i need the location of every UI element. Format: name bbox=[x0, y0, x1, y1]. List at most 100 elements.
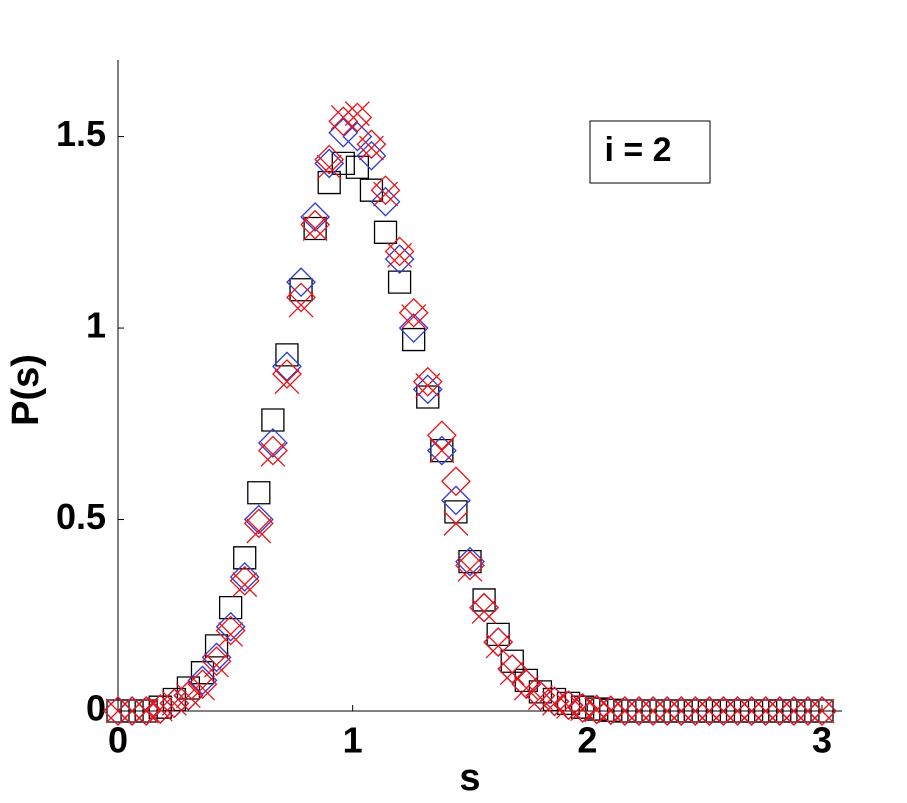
marker bbox=[412, 374, 443, 405]
marker bbox=[402, 327, 426, 352]
marker bbox=[300, 202, 331, 232]
marker bbox=[190, 675, 215, 701]
marker bbox=[373, 181, 398, 207]
marker bbox=[398, 313, 429, 343]
x-tick-label: 3 bbox=[812, 720, 832, 761]
marker bbox=[429, 438, 455, 464]
marker bbox=[218, 595, 243, 620]
marker bbox=[483, 627, 514, 657]
marker bbox=[328, 106, 359, 137]
x-tick-label: 2 bbox=[577, 720, 597, 761]
marker bbox=[485, 633, 511, 659]
marker bbox=[499, 660, 525, 686]
marker bbox=[483, 627, 514, 657]
marker bbox=[542, 687, 567, 712]
marker bbox=[286, 267, 316, 298]
marker bbox=[626, 698, 652, 724]
marker bbox=[710, 698, 736, 724]
marker bbox=[342, 121, 373, 152]
marker bbox=[257, 435, 288, 466]
marker bbox=[471, 598, 497, 624]
marker bbox=[527, 685, 553, 711]
marker bbox=[426, 435, 457, 466]
marker bbox=[455, 546, 485, 577]
marker bbox=[387, 270, 412, 294]
marker bbox=[469, 592, 499, 623]
y-tick-label: 1 bbox=[86, 305, 106, 346]
marker bbox=[457, 556, 483, 582]
marker bbox=[272, 351, 302, 382]
marker bbox=[415, 373, 441, 398]
annotation: i = 2 bbox=[604, 131, 671, 169]
marker bbox=[274, 369, 300, 395]
marker bbox=[443, 510, 469, 536]
marker bbox=[472, 588, 496, 612]
marker bbox=[232, 572, 258, 598]
marker bbox=[682, 698, 708, 724]
marker bbox=[514, 668, 538, 693]
marker bbox=[175, 683, 201, 709]
marker bbox=[809, 698, 835, 724]
marker bbox=[356, 129, 387, 160]
marker bbox=[387, 242, 413, 268]
marker bbox=[542, 690, 567, 716]
marker bbox=[654, 698, 680, 724]
annotation-box bbox=[589, 120, 711, 184]
marker bbox=[187, 665, 218, 696]
marker bbox=[416, 385, 440, 409]
marker bbox=[261, 408, 285, 432]
marker bbox=[739, 698, 765, 724]
marker bbox=[201, 642, 232, 673]
marker bbox=[314, 144, 345, 175]
x-tick-label: 0 bbox=[108, 720, 128, 761]
marker bbox=[345, 155, 370, 179]
marker bbox=[444, 500, 468, 524]
marker bbox=[233, 546, 257, 570]
marker bbox=[668, 698, 694, 724]
marker bbox=[358, 135, 384, 161]
marker bbox=[553, 690, 584, 721]
marker bbox=[204, 652, 230, 678]
marker bbox=[401, 304, 427, 330]
marker bbox=[286, 282, 316, 313]
marker bbox=[486, 622, 510, 647]
marker bbox=[330, 104, 356, 130]
marker bbox=[426, 420, 457, 451]
marker bbox=[370, 175, 401, 206]
marker bbox=[398, 297, 429, 328]
marker bbox=[145, 694, 176, 725]
marker bbox=[288, 292, 314, 318]
marker bbox=[229, 562, 260, 592]
marker bbox=[612, 698, 638, 724]
marker bbox=[243, 508, 274, 539]
marker bbox=[356, 140, 387, 171]
marker bbox=[753, 698, 779, 724]
marker bbox=[696, 698, 722, 724]
y-tick-label: 0.5 bbox=[56, 496, 106, 537]
marker bbox=[373, 220, 398, 244]
marker bbox=[513, 675, 539, 701]
marker bbox=[316, 154, 342, 180]
marker bbox=[275, 343, 299, 367]
marker bbox=[525, 680, 556, 711]
marker bbox=[412, 366, 443, 397]
marker bbox=[384, 236, 415, 267]
marker bbox=[795, 698, 821, 724]
marker bbox=[370, 186, 401, 217]
marker bbox=[159, 688, 190, 719]
marker bbox=[173, 680, 204, 711]
marker bbox=[218, 621, 244, 647]
marker bbox=[567, 693, 598, 723]
marker bbox=[384, 244, 415, 275]
marker bbox=[570, 696, 596, 722]
marker bbox=[598, 698, 624, 724]
x-axis-label: s bbox=[459, 757, 480, 799]
marker bbox=[272, 359, 302, 389]
marker bbox=[640, 698, 666, 724]
marker bbox=[300, 209, 331, 240]
marker bbox=[584, 697, 610, 723]
x-tick-label: 1 bbox=[343, 720, 363, 761]
marker bbox=[243, 504, 274, 535]
